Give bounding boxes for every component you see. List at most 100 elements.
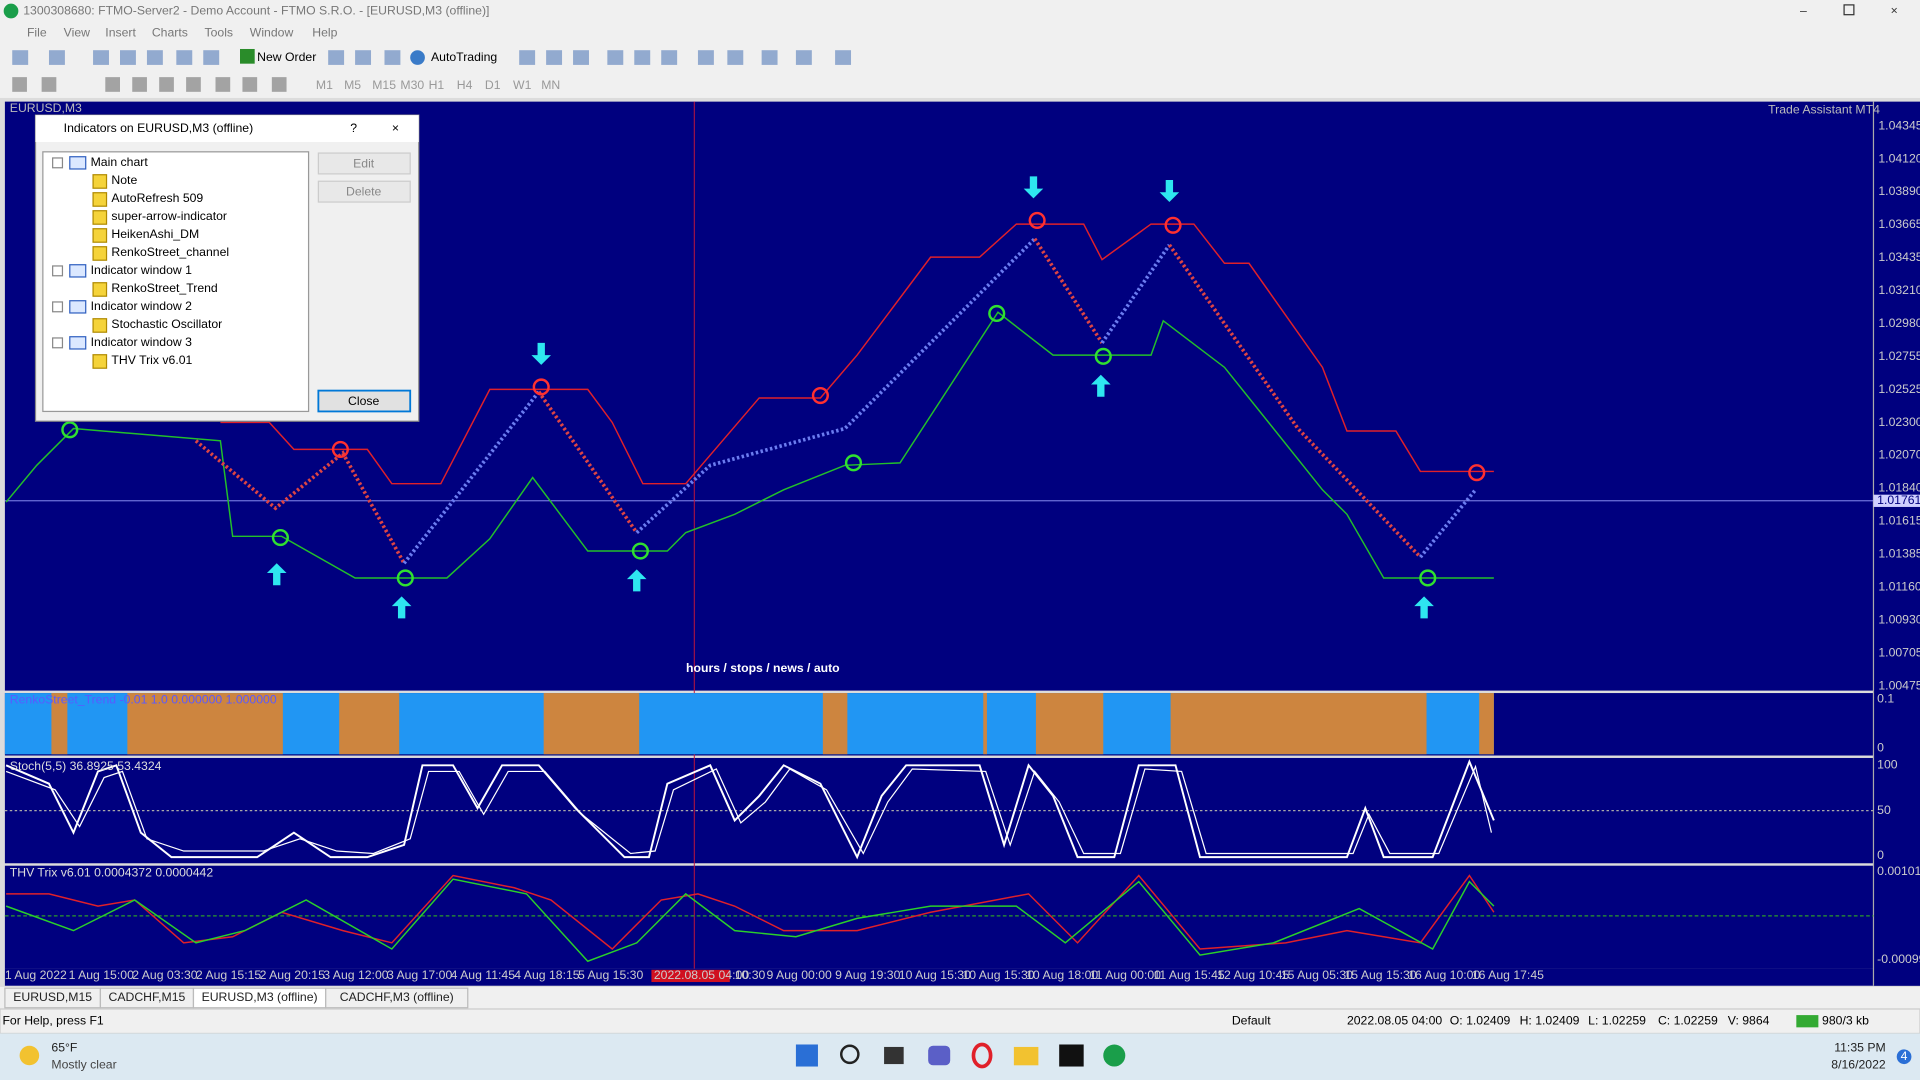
tree-item[interactable]: HeikenAshi_DM <box>111 227 199 241</box>
delete-button[interactable] <box>317 180 411 203</box>
tradingview[interactable] <box>1059 1044 1084 1067</box>
trend-orange <box>1479 693 1494 755</box>
trade-assistant: Trade Assistant MT4 <box>1768 102 1880 116</box>
tool-icon[interactable] <box>727 50 744 65</box>
tool-icon[interactable] <box>634 50 651 65</box>
tree-item[interactable]: Note <box>111 173 137 187</box>
timeframe[interactable]: MN <box>541 78 560 92</box>
trend-orange <box>1170 693 1427 755</box>
menu-item[interactable]: Charts <box>152 25 188 39</box>
tool-icon[interactable] <box>761 50 778 65</box>
tool-icon[interactable] <box>105 77 120 92</box>
tree-group[interactable]: Indicator window 1 <box>91 263 193 277</box>
tree-group[interactable]: Indicator window 2 <box>91 299 193 313</box>
timeframe[interactable]: H4 <box>457 78 473 92</box>
timeframe[interactable]: D1 <box>485 78 501 92</box>
tree-item[interactable]: THV Trix v6.01 <box>111 353 192 367</box>
tree-item[interactable]: RenkoStreet_Trend <box>111 281 218 295</box>
menu-item[interactable]: File <box>27 25 47 39</box>
explorer[interactable] <box>1013 1046 1039 1066</box>
tree-item[interactable]: RenkoStreet_channel <box>111 245 229 259</box>
time-label: 15 Aug 15:30 <box>1344 968 1416 982</box>
tool-icon[interactable] <box>355 50 372 65</box>
search[interactable] <box>840 1044 860 1065</box>
indicator-icon <box>92 354 108 369</box>
timeframe[interactable]: M15 <box>372 78 396 92</box>
tool-icon[interactable] <box>607 50 624 65</box>
tool-icon[interactable] <box>573 50 589 65</box>
status-profile: Default <box>1232 1013 1271 1027</box>
tool-icon[interactable] <box>697 50 714 65</box>
tree-group[interactable]: Indicator window 3 <box>91 335 193 349</box>
timeframe[interactable]: H1 <box>429 78 445 92</box>
tool-icon[interactable] <box>271 77 287 92</box>
tree-toggle[interactable] <box>52 301 64 313</box>
tool-icon[interactable] <box>661 50 678 65</box>
tree-group[interactable]: Main chart <box>91 155 149 169</box>
tree-item[interactable]: AutoRefresh 509 <box>111 191 203 205</box>
minimize[interactable]: – <box>1800 3 1807 17</box>
mt4[interactable] <box>1103 1044 1126 1067</box>
menu-item[interactable]: Tools <box>204 25 233 39</box>
down-arrow <box>531 342 552 365</box>
restore[interactable] <box>1843 4 1855 16</box>
tool-icon[interactable] <box>328 50 345 65</box>
tool-icon[interactable] <box>215 77 231 92</box>
tool-icon[interactable] <box>546 50 563 65</box>
symbol: EURUSD,M3 <box>10 101 82 115</box>
tab[interactable] <box>325 987 469 1009</box>
tree-toggle[interactable] <box>52 337 64 349</box>
tool-icon[interactable] <box>795 50 812 65</box>
taskview[interactable] <box>884 1046 904 1065</box>
edit-button[interactable] <box>317 152 411 175</box>
down-arrow <box>1159 180 1180 203</box>
signal-circle <box>1028 211 1046 229</box>
time-label: 9 Aug 00:00 <box>767 968 833 982</box>
tool-icon[interactable] <box>48 50 65 65</box>
timeframe[interactable]: M5 <box>344 78 361 92</box>
timeframe[interactable]: M30 <box>400 78 424 92</box>
close-window[interactable]: × <box>1891 3 1898 17</box>
price-bars-up <box>635 237 1036 535</box>
tool-icon[interactable] <box>186 77 201 92</box>
tree-item[interactable]: Stochastic Oscillator <box>111 317 222 331</box>
tree-item[interactable]: super-arrow-indicator <box>111 209 227 223</box>
price-bars <box>1033 237 1104 344</box>
tool-icon[interactable] <box>519 50 536 65</box>
start[interactable] <box>795 1044 818 1067</box>
tool-icon[interactable] <box>835 50 852 65</box>
menu-item[interactable]: Insert <box>105 25 136 39</box>
tool-icon[interactable] <box>176 50 193 65</box>
menu-item[interactable]: Help <box>312 25 337 39</box>
tool-icon[interactable] <box>132 77 147 92</box>
tree-toggle[interactable] <box>52 157 64 169</box>
tool-icon[interactable] <box>203 50 220 65</box>
timeframe[interactable]: M1 <box>316 78 333 92</box>
close-label: Close <box>348 394 379 408</box>
tool-icon[interactable] <box>12 77 27 92</box>
new-order[interactable]: New Order <box>257 50 316 64</box>
tool-icon[interactable] <box>120 50 136 65</box>
tool-icon[interactable] <box>12 50 29 65</box>
close-button[interactable] <box>317 389 412 413</box>
dialog-close-x[interactable]: × <box>392 121 399 135</box>
tool-icon[interactable] <box>159 77 174 92</box>
tool-icon[interactable] <box>93 50 109 65</box>
time-label: 2 Aug 15:15 <box>196 968 262 982</box>
dialog-help[interactable]: ? <box>350 121 357 135</box>
status-help: For Help, press F1 <box>2 1013 103 1027</box>
tree-toggle[interactable] <box>52 265 64 277</box>
time-label: 3 Aug 17:00 <box>387 968 453 982</box>
teams[interactable] <box>928 1045 951 1066</box>
timeframe[interactable]: W1 <box>513 78 532 92</box>
tool-icon[interactable] <box>242 77 258 92</box>
menu-item[interactable]: View <box>64 25 90 39</box>
opera[interactable] <box>971 1042 993 1069</box>
weather-icon <box>19 1045 40 1066</box>
menu-item[interactable]: Window <box>250 25 294 39</box>
tool-icon[interactable] <box>146 50 163 65</box>
tool-icon[interactable] <box>41 77 57 92</box>
auto-trading[interactable]: AutoTrading <box>431 50 497 64</box>
tool-icon[interactable] <box>384 50 401 65</box>
signal-circle <box>271 528 289 547</box>
